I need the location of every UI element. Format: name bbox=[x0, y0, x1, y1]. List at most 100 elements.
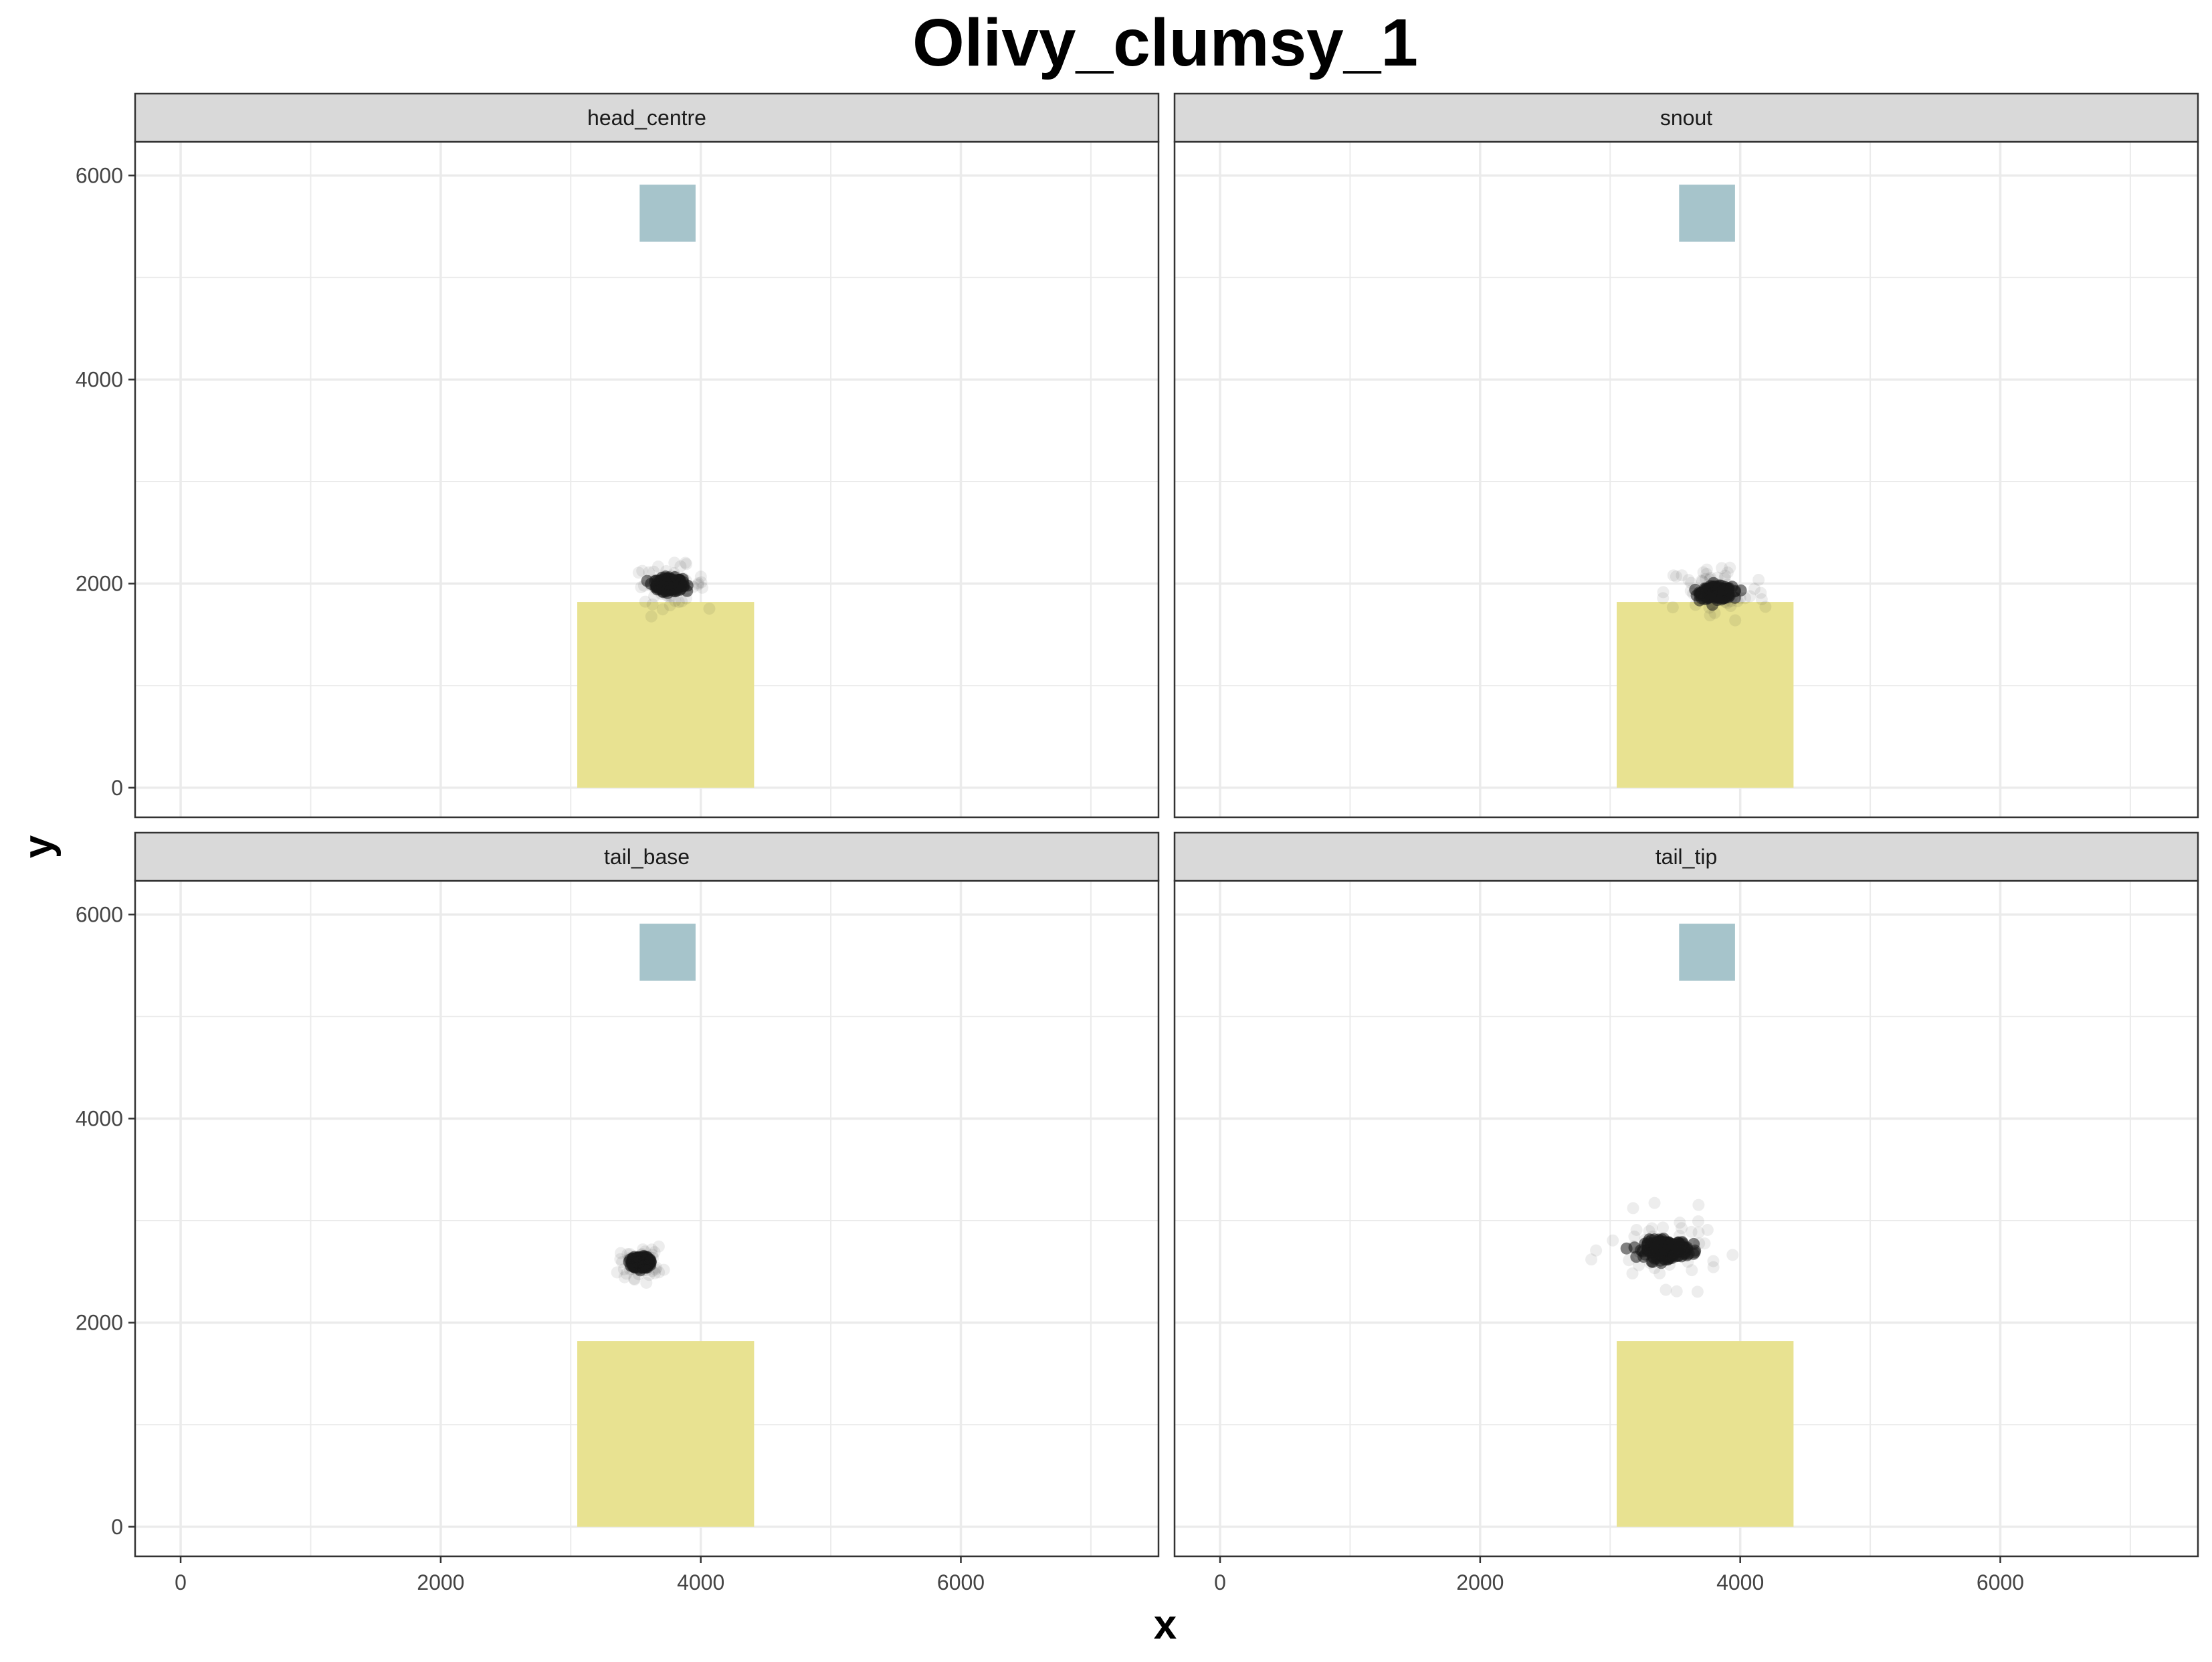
data-point bbox=[636, 1248, 649, 1261]
data-point bbox=[1731, 595, 1744, 607]
data-point bbox=[627, 1260, 639, 1273]
data-point bbox=[1685, 1225, 1698, 1238]
data-point bbox=[658, 569, 671, 582]
data-point bbox=[1744, 590, 1756, 603]
data-point bbox=[1657, 586, 1670, 599]
data-point bbox=[637, 1264, 649, 1277]
data-point bbox=[1718, 595, 1731, 608]
facet-tail-base: tail_base 0 2000 4000 6000 0 2000 4000 6000 bbox=[76, 831, 1160, 1594]
data-point bbox=[1686, 1264, 1698, 1277]
data-point bbox=[1717, 583, 1730, 596]
data-point bbox=[1696, 575, 1709, 588]
data-point bbox=[1650, 1244, 1663, 1257]
data-point bbox=[1663, 1258, 1676, 1271]
data-point bbox=[1711, 571, 1724, 584]
data-point bbox=[680, 558, 693, 570]
data-point bbox=[1726, 1249, 1739, 1261]
data-point bbox=[630, 1257, 643, 1270]
data-point bbox=[623, 1263, 636, 1275]
data-point bbox=[1706, 579, 1719, 592]
data-point bbox=[643, 566, 656, 579]
data-point bbox=[1643, 1257, 1656, 1269]
data-point bbox=[639, 1259, 651, 1271]
data-point bbox=[1655, 1249, 1668, 1261]
data-point bbox=[1685, 577, 1698, 589]
data-point bbox=[1712, 583, 1725, 596]
data-point bbox=[645, 1243, 658, 1256]
data-point bbox=[649, 1267, 662, 1279]
data-point bbox=[623, 1253, 635, 1266]
data-point bbox=[1738, 592, 1751, 605]
zone-lower bbox=[577, 1341, 755, 1527]
data-point bbox=[1719, 569, 1732, 582]
facet-strip bbox=[1173, 92, 2199, 143]
data-point bbox=[1707, 578, 1720, 591]
data-point bbox=[680, 584, 692, 597]
data-point bbox=[1626, 1267, 1639, 1280]
data-point bbox=[1669, 1244, 1682, 1257]
points-tail-base bbox=[611, 1240, 670, 1289]
data-point bbox=[1607, 1234, 1619, 1247]
data-point bbox=[1648, 1262, 1661, 1275]
data-point bbox=[646, 1249, 659, 1261]
data-point bbox=[625, 1263, 638, 1275]
zone-lower bbox=[1616, 602, 1794, 788]
data-point bbox=[1734, 592, 1746, 605]
data-point bbox=[1726, 590, 1739, 603]
data-point bbox=[639, 1253, 651, 1266]
data-point bbox=[1687, 587, 1700, 600]
data-point bbox=[1718, 583, 1731, 596]
data-point bbox=[1651, 1240, 1664, 1253]
facet-strip-label: snout bbox=[1660, 106, 1712, 130]
data-point bbox=[1716, 585, 1728, 598]
data-point bbox=[696, 581, 708, 594]
data-point bbox=[680, 592, 692, 605]
data-point bbox=[1633, 1245, 1646, 1258]
data-point bbox=[1662, 1239, 1674, 1252]
data-point bbox=[1707, 1255, 1720, 1267]
data-point bbox=[620, 1267, 633, 1280]
data-point bbox=[662, 590, 675, 603]
data-point bbox=[645, 579, 658, 592]
facet-head-centre: head_centre 0 2000 4000 6000 bbox=[76, 92, 1160, 819]
data-point bbox=[1698, 1237, 1711, 1250]
x-axis-title: x bbox=[1154, 1602, 1177, 1648]
data-point bbox=[654, 583, 667, 595]
data-point bbox=[1721, 566, 1734, 579]
data-point bbox=[670, 571, 683, 584]
data-point bbox=[694, 570, 707, 583]
data-point bbox=[658, 1263, 670, 1276]
data-point bbox=[1752, 573, 1765, 586]
data-point bbox=[656, 582, 669, 595]
x-tick-label: 6000 bbox=[937, 1570, 985, 1594]
data-point bbox=[630, 1251, 643, 1263]
data-point bbox=[1708, 607, 1721, 619]
data-point bbox=[1729, 614, 1742, 627]
data-point bbox=[1702, 587, 1715, 600]
facet-panels: head_centre 0 2000 4000 6000 snout tail_base 0 2… bbox=[76, 92, 2199, 1594]
y-axis-title: y bbox=[15, 835, 62, 858]
data-point bbox=[1660, 1283, 1672, 1296]
data-point bbox=[692, 577, 705, 590]
data-point bbox=[1748, 583, 1761, 595]
data-point bbox=[641, 1252, 654, 1265]
data-point bbox=[652, 1240, 665, 1253]
facet-strip-label: tail_base bbox=[604, 845, 690, 869]
data-point bbox=[1646, 1230, 1659, 1243]
data-point bbox=[1682, 1255, 1694, 1268]
data-point bbox=[1654, 1232, 1667, 1245]
data-point bbox=[643, 1269, 656, 1281]
data-point bbox=[1759, 601, 1772, 613]
data-point bbox=[1585, 1253, 1598, 1266]
data-point bbox=[1696, 574, 1708, 587]
data-point bbox=[1710, 582, 1723, 595]
data-point bbox=[648, 1246, 661, 1259]
data-point bbox=[649, 583, 662, 595]
x-tick-label: 4000 bbox=[677, 1570, 724, 1594]
data-point bbox=[1724, 600, 1737, 613]
x-tick-label: 0 bbox=[175, 1570, 187, 1594]
data-point bbox=[629, 1255, 641, 1267]
data-point bbox=[1718, 572, 1731, 585]
